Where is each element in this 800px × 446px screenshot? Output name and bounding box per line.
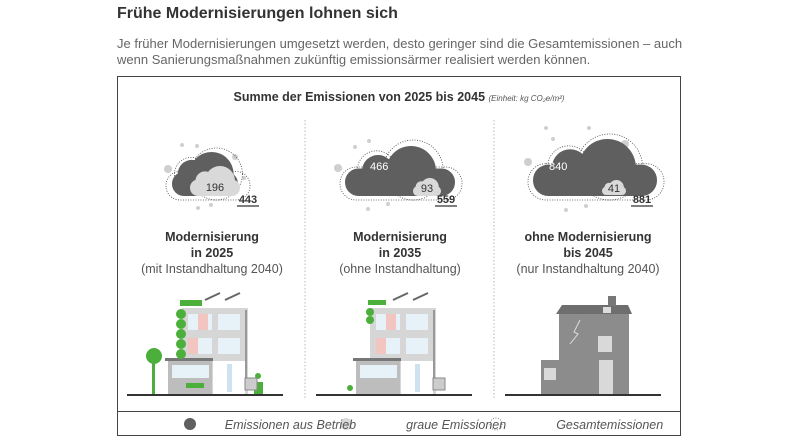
particle-dot bbox=[544, 126, 548, 130]
particle-dot bbox=[386, 202, 390, 206]
particle-dot bbox=[180, 143, 184, 147]
particle-dot bbox=[551, 137, 555, 141]
old-house bbox=[541, 296, 632, 394]
col-year: bis 2045 bbox=[563, 246, 613, 260]
legend-label: graue Emissionen bbox=[406, 417, 507, 432]
particle-dot bbox=[164, 165, 172, 173]
box-title-text: Summe der Emissionen von 2025 bis 2045 bbox=[233, 90, 486, 104]
page-title: Frühe Modernisierungen lohnen sich bbox=[117, 5, 398, 22]
grey-value: 41 bbox=[608, 183, 620, 195]
grey-emissions-cloud bbox=[190, 166, 240, 196]
legend-label: Emissionen aus Betrieb bbox=[224, 417, 357, 432]
legend-dark-dot-icon bbox=[184, 418, 196, 430]
legend-light-dot-icon bbox=[340, 418, 352, 430]
particle-dot bbox=[564, 208, 568, 212]
legend: Emissionen aus Betrieb graue Emissionen … bbox=[117, 411, 681, 437]
particle-dot bbox=[584, 204, 588, 208]
col-year: in 2035 bbox=[378, 246, 422, 260]
col-title: Modernisierung bbox=[165, 230, 259, 244]
legend-item-operation: Emissionen aus Betrieb bbox=[225, 418, 356, 432]
particle-dot bbox=[367, 139, 371, 143]
particle-dot bbox=[195, 144, 199, 148]
intro-text: Je früher Modernisierungen umgesetzt wer… bbox=[117, 36, 683, 67]
col-note: (nur Instandhaltung 2040) bbox=[516, 262, 660, 276]
column-label-none: ohne Modernisierung bis 2045 (nur Instandh… bbox=[494, 229, 682, 277]
operation-value: 466 bbox=[370, 161, 388, 173]
total-value: 443 bbox=[239, 194, 257, 206]
particle-dot bbox=[242, 176, 246, 180]
operation-value: 247 bbox=[199, 134, 217, 146]
clouds: 247 196 443 466 93 559 840 41 881 bbox=[164, 126, 665, 212]
unit-label: (Einheit: kg CO₂e/m²) bbox=[488, 94, 565, 103]
particle-dot bbox=[524, 158, 532, 166]
particle-dot bbox=[366, 207, 370, 211]
legend-item-grey: graue Emissionen bbox=[406, 418, 506, 432]
col-title: Modernisierung bbox=[353, 230, 447, 244]
grey-value: 93 bbox=[421, 183, 433, 195]
legend-item-total: Gesamtemissionen bbox=[556, 418, 663, 432]
modernized-house-green bbox=[146, 292, 263, 394]
particle-dot bbox=[587, 126, 591, 130]
total-value: 881 bbox=[633, 194, 651, 206]
infographic-frame bbox=[117, 76, 681, 436]
col-note: (ohne Instandhaltung) bbox=[339, 262, 461, 276]
modernized-house bbox=[347, 292, 446, 394]
grey-emissions-cloud bbox=[413, 178, 441, 196]
grey-value: 196 bbox=[206, 182, 224, 194]
particle-dot bbox=[334, 164, 342, 172]
column-label-2025: Modernisierung in 2025 (mit Instandhaltung… bbox=[118, 229, 306, 277]
col-year: in 2025 bbox=[190, 246, 234, 260]
legend-label: Gesamtemissionen bbox=[556, 417, 664, 432]
particle-dot bbox=[209, 203, 213, 207]
particle-dot bbox=[353, 145, 357, 149]
particle-dot bbox=[196, 206, 200, 210]
col-note: (mit Instandhaltung 2040) bbox=[141, 262, 283, 276]
column-label-2035: Modernisierung in 2035 (ohne Instandhaltun… bbox=[306, 229, 494, 277]
box-title: Summe der Emissionen von 2025 bis 2045 (… bbox=[117, 90, 681, 104]
legend-dotted-circle-icon bbox=[489, 417, 503, 431]
operation-emissions-cloud bbox=[533, 139, 657, 196]
total-value: 559 bbox=[437, 194, 455, 206]
col-title: ohne Modernisierung bbox=[524, 230, 652, 244]
particle-dot bbox=[232, 154, 238, 160]
grey-emissions-cloud bbox=[602, 180, 626, 195]
operation-value: 840 bbox=[549, 161, 567, 173]
